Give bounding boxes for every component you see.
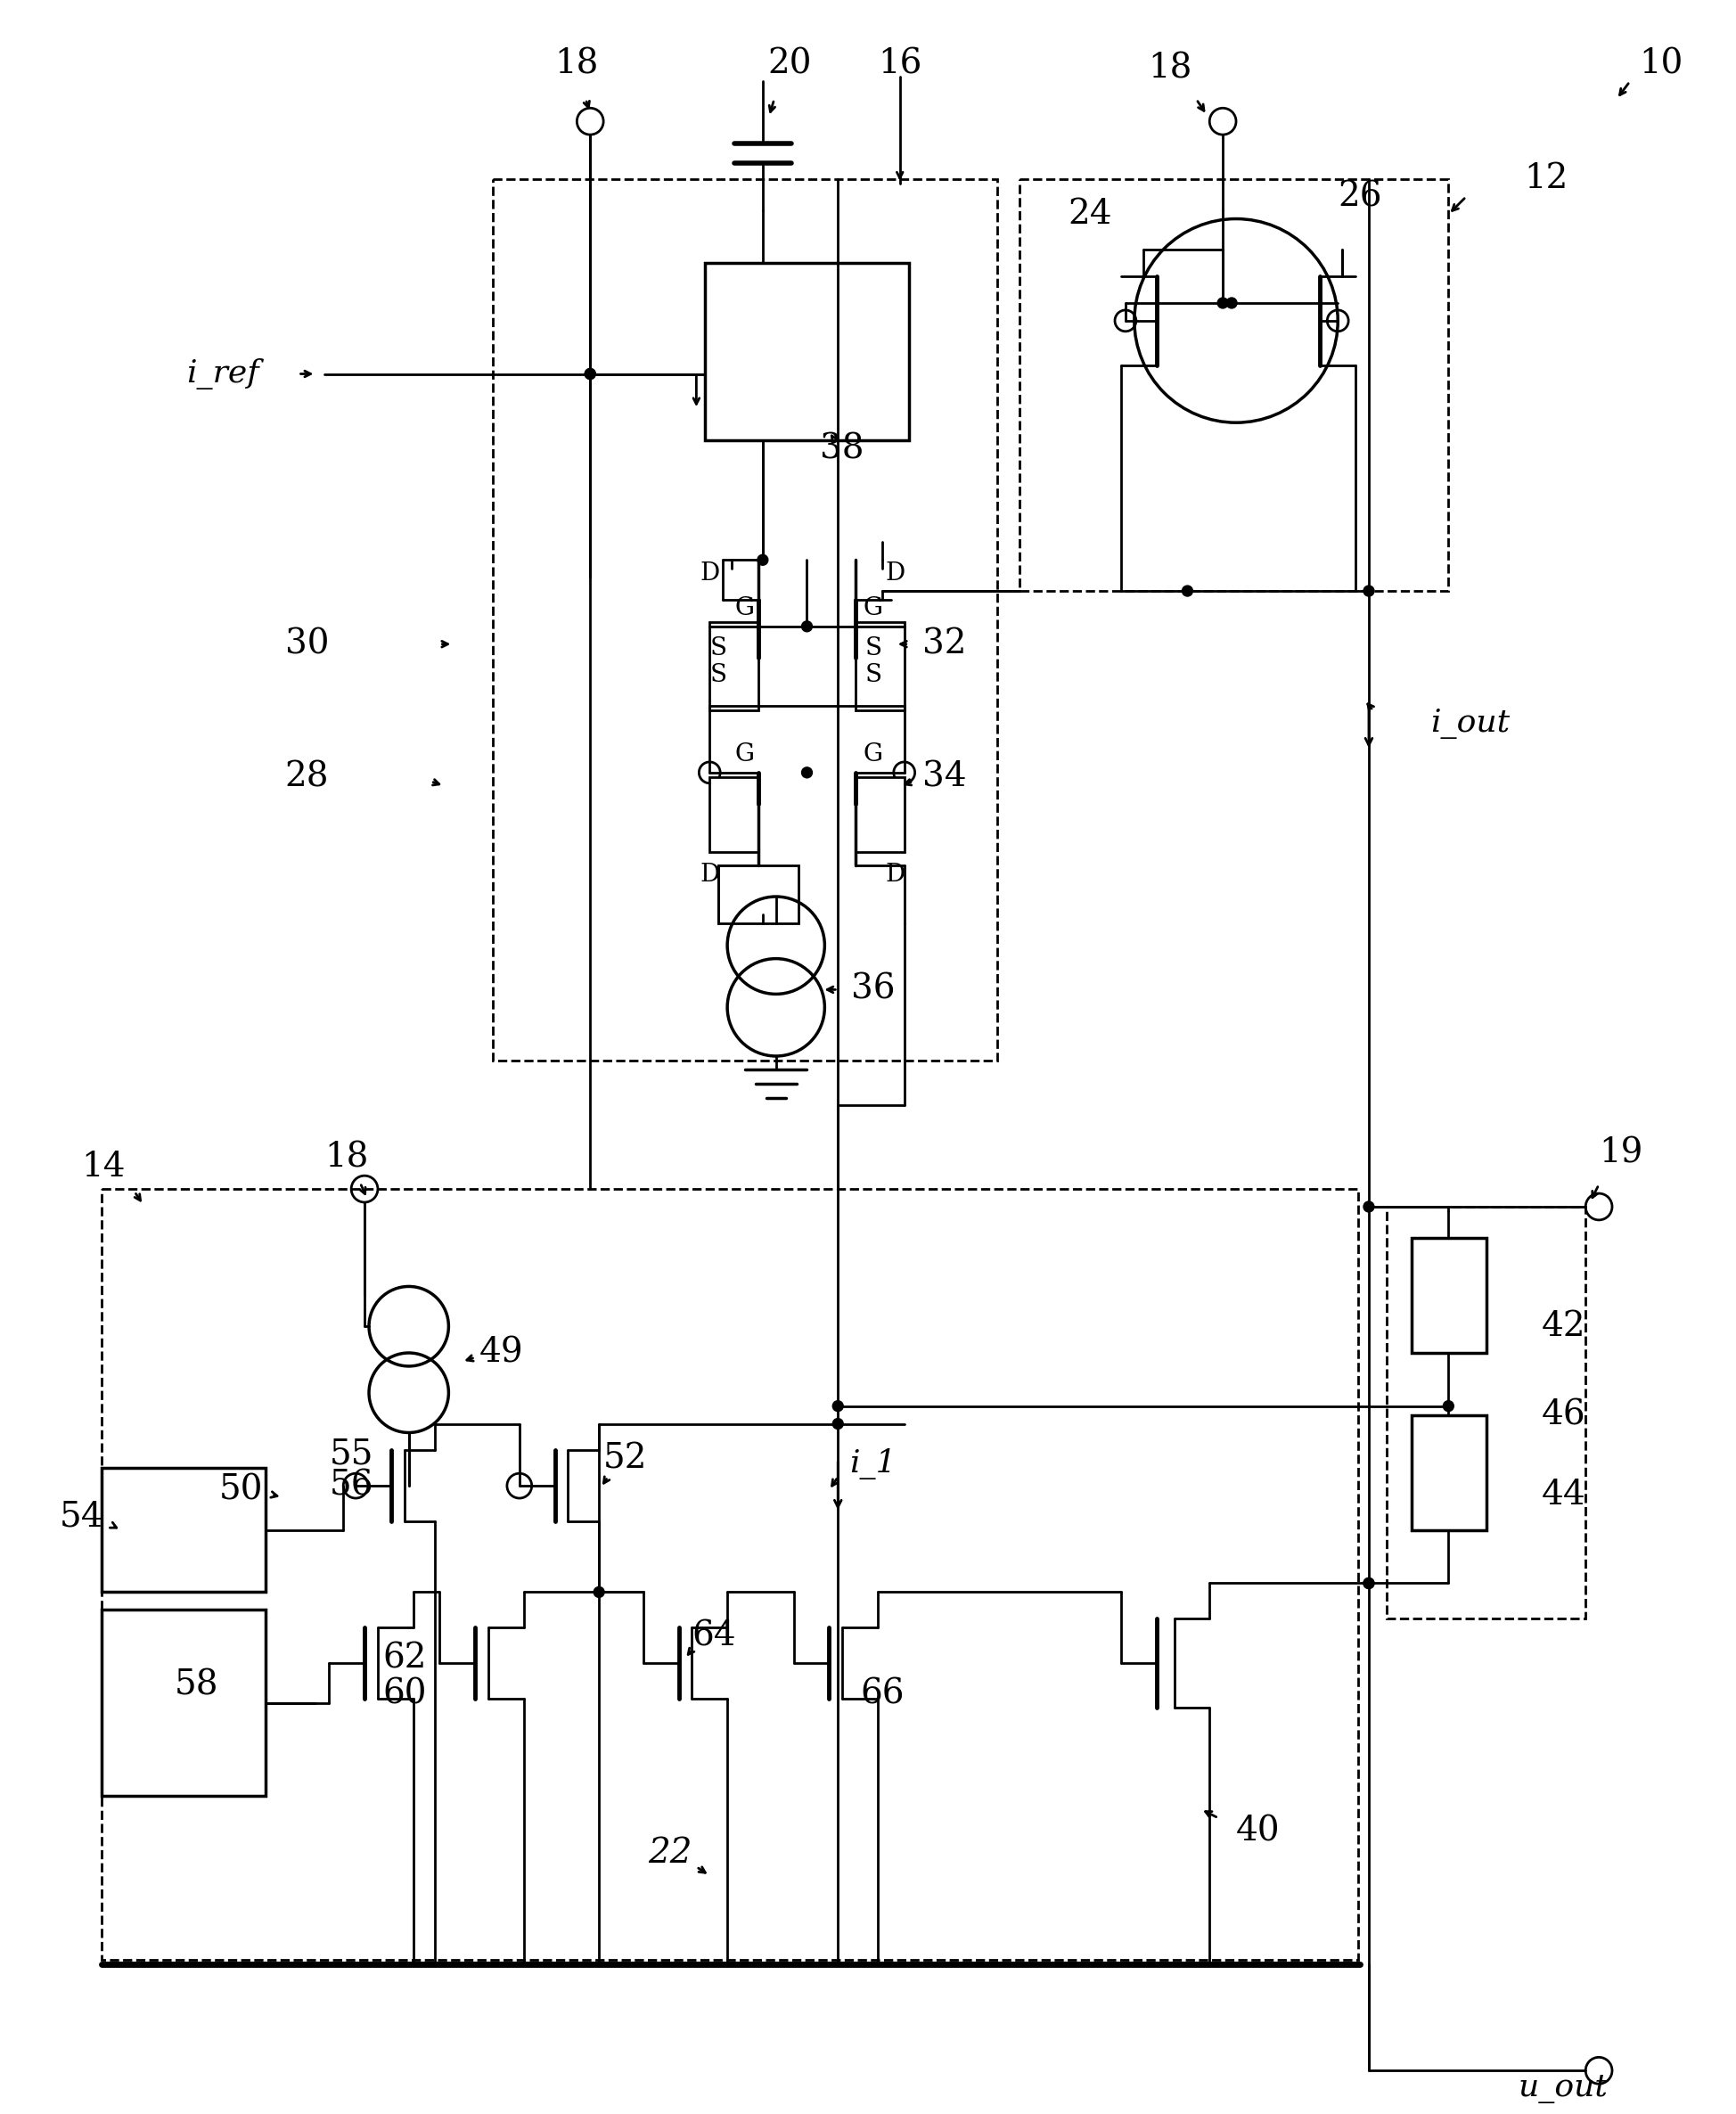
Text: 16: 16 <box>878 47 922 80</box>
Bar <box>856 622 904 710</box>
Text: 55: 55 <box>330 1438 373 1471</box>
Bar <box>102 1467 266 1592</box>
Text: i_1: i_1 <box>851 1448 898 1480</box>
Text: 58: 58 <box>174 1668 219 1702</box>
Text: D: D <box>885 560 906 586</box>
Text: 64: 64 <box>693 1619 736 1653</box>
Circle shape <box>1443 1402 1453 1412</box>
Text: S: S <box>865 636 882 660</box>
Text: 66: 66 <box>859 1679 904 1710</box>
Text: i_ref: i_ref <box>186 357 259 389</box>
Text: 10: 10 <box>1639 47 1682 80</box>
Text: G: G <box>863 596 884 622</box>
Text: 40: 40 <box>1236 1814 1281 1848</box>
Text: G: G <box>736 742 755 767</box>
Text: 22: 22 <box>648 1837 693 1871</box>
Text: S: S <box>710 664 727 687</box>
Text: 18: 18 <box>1147 51 1191 85</box>
Text: 44: 44 <box>1542 1478 1585 1512</box>
Text: 52: 52 <box>604 1442 648 1476</box>
Text: 18: 18 <box>556 47 599 80</box>
Text: 30: 30 <box>285 628 330 660</box>
Bar <box>102 1188 1358 1960</box>
Text: 60: 60 <box>382 1679 427 1710</box>
Bar <box>1387 1207 1585 1619</box>
Text: D: D <box>700 560 719 586</box>
Text: 36: 36 <box>851 972 896 1006</box>
Text: D: D <box>700 863 719 886</box>
Text: 54: 54 <box>59 1501 104 1533</box>
Text: 12: 12 <box>1524 163 1568 194</box>
Circle shape <box>833 1402 844 1412</box>
Text: 56: 56 <box>330 1469 373 1503</box>
Circle shape <box>1226 298 1238 309</box>
Text: 26: 26 <box>1338 180 1382 214</box>
Circle shape <box>757 554 767 564</box>
Circle shape <box>1182 586 1193 596</box>
Bar <box>1019 180 1448 592</box>
Circle shape <box>802 767 812 778</box>
Text: u_out: u_out <box>1519 2074 1609 2103</box>
Circle shape <box>585 368 595 378</box>
Bar <box>1411 1414 1486 1531</box>
Text: 18: 18 <box>325 1142 368 1175</box>
Circle shape <box>585 368 595 378</box>
Circle shape <box>594 1588 604 1598</box>
Text: 42: 42 <box>1542 1311 1585 1342</box>
Text: S: S <box>865 664 882 687</box>
Text: 50: 50 <box>219 1473 262 1507</box>
Circle shape <box>802 622 812 632</box>
Circle shape <box>1363 586 1375 596</box>
Text: S: S <box>710 636 727 660</box>
Text: 46: 46 <box>1542 1399 1585 1431</box>
Text: 38: 38 <box>821 433 865 465</box>
Text: G: G <box>863 742 884 767</box>
Text: 14: 14 <box>82 1150 125 1184</box>
Bar <box>705 262 908 440</box>
Text: 19: 19 <box>1599 1137 1642 1169</box>
Bar <box>710 622 759 710</box>
Circle shape <box>833 1418 844 1429</box>
Bar <box>719 865 799 924</box>
Text: 20: 20 <box>767 47 811 80</box>
Text: D: D <box>885 863 906 886</box>
Bar <box>856 778 904 852</box>
Text: 24: 24 <box>1068 199 1113 230</box>
Circle shape <box>1363 1201 1375 1211</box>
Bar <box>710 778 759 852</box>
Text: i_out: i_out <box>1430 708 1510 740</box>
Text: G: G <box>736 596 755 622</box>
Circle shape <box>1363 1577 1375 1588</box>
Bar <box>1411 1237 1486 1353</box>
Bar <box>102 1611 266 1797</box>
Text: 28: 28 <box>285 761 330 793</box>
Text: 49: 49 <box>479 1336 524 1370</box>
Text: 62: 62 <box>382 1643 427 1674</box>
Text: 32: 32 <box>922 628 967 660</box>
Circle shape <box>1217 298 1227 309</box>
Circle shape <box>1363 1577 1375 1588</box>
Text: 34: 34 <box>922 761 967 793</box>
Bar <box>493 180 996 1061</box>
